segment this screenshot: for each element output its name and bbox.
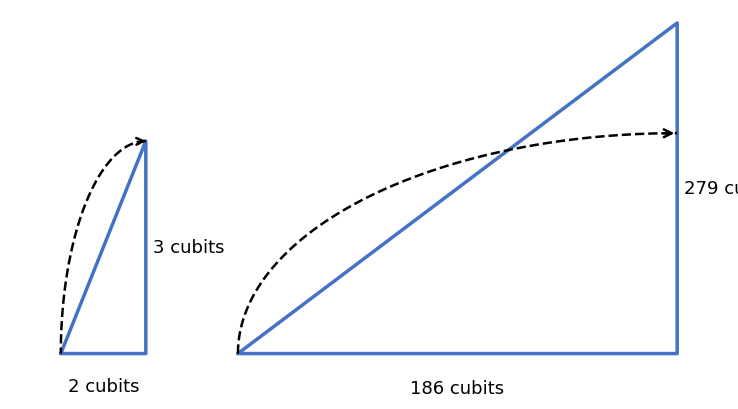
Text: 2 cubits: 2 cubits [68,377,139,395]
Text: 3 cubits: 3 cubits [153,239,224,257]
Text: 279 cubits: 279 cubits [684,180,738,198]
Text: 186 cubits: 186 cubits [410,379,505,397]
